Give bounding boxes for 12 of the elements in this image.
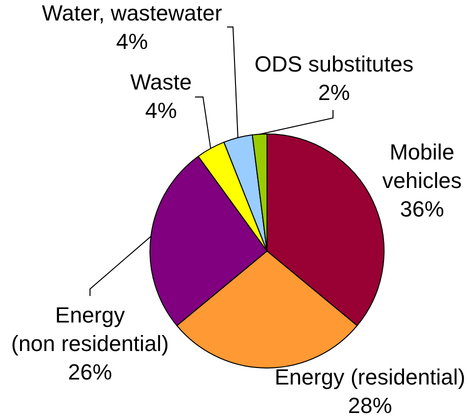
- data-label: 4%: [116, 29, 148, 54]
- slice-label: Mobile vehicles: [382, 140, 462, 194]
- data-label: 36%: [400, 196, 444, 222]
- slice-label: ODS substitutes: [254, 52, 414, 77]
- slice-label: Energy (non residential): [11, 302, 169, 356]
- slice-label: Waste: [130, 70, 192, 95]
- data-label: 2%: [318, 80, 350, 106]
- slice-label: Energy (residential): [274, 364, 466, 390]
- slice-label: Water, wastewater: [42, 0, 222, 26]
- data-label: 28%: [348, 393, 392, 418]
- data-label: 26%: [68, 360, 112, 385]
- data-label: 4%: [145, 98, 177, 124]
